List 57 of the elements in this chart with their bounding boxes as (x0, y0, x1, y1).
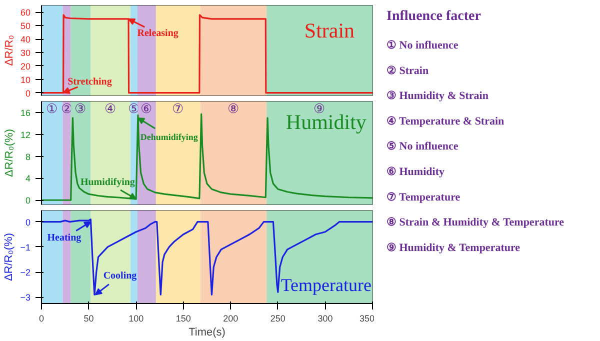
band-label: ⑥ (140, 101, 153, 116)
band-label: ④ (104, 101, 117, 116)
y-tick-label: 0 (25, 88, 31, 98)
y-tick-label: 4 (25, 174, 31, 184)
text: ③ Humidity & Strain (386, 90, 488, 102)
y-tick-label: 0 (25, 217, 31, 228)
x-tick-label: 250 (270, 314, 286, 324)
text: ② Strain (386, 64, 429, 77)
x-tick-label: 0 (38, 314, 44, 324)
band-label: ② (60, 101, 73, 116)
y-tick-label: 16 (20, 108, 31, 118)
y-tick-label: 12 (20, 130, 31, 140)
y-axis-title: ΔR/R₀(%) (3, 233, 16, 281)
y-axis-title: ΔR/R₀(%) (3, 129, 16, 177)
text: ⑦ Temperature (386, 191, 460, 204)
y-tick-label: 30 (20, 48, 31, 58)
text: Strain (304, 18, 356, 43)
x-tick-label: 50 (84, 314, 94, 324)
annotation: Humidifying (80, 177, 135, 188)
y-tick-label: 40 (20, 34, 31, 45)
text: Temperature (280, 274, 372, 295)
x-tick-label: 300 (318, 314, 333, 324)
annotation: Releasing (137, 28, 178, 40)
text: ④ Temperature & Strain (386, 115, 504, 128)
x-tick-label: 100 (128, 314, 144, 324)
y-tick-label: −2 (20, 268, 31, 278)
text: ⑨ Humidity & Temperature (386, 242, 520, 254)
x-tick-label: 350 (359, 314, 375, 324)
band-label: ③ (74, 101, 87, 116)
y-tick-label: 8 (25, 152, 31, 162)
band-label: ① (46, 101, 58, 116)
annotation: Cooling (103, 270, 137, 282)
x-tick-label: 150 (176, 314, 191, 324)
y-axis-title: ΔR/R₀ (3, 35, 16, 66)
y-tick-label: 0 (25, 196, 31, 206)
text: ① No influence (386, 40, 458, 52)
y-tick-label: 20 (20, 61, 31, 72)
y-tick-label: 50 (20, 21, 31, 32)
x-axis-title: Time(s) (188, 326, 226, 338)
text: ⑤ No influence (386, 140, 458, 153)
band-label: ⑤ (128, 101, 140, 116)
text: ⑧ Strain & Humidity & Temperature (386, 216, 564, 229)
band-label: ⑦ (172, 101, 184, 116)
x-tick-label: 200 (223, 314, 238, 324)
annotation: Stretching (68, 76, 112, 88)
line-series (42, 218, 372, 296)
text: ⑥ Humidity (386, 166, 445, 178)
band-label: ⑧ (227, 101, 240, 116)
annotation: Dehumidifying (140, 132, 198, 142)
y-tick-label: 10 (20, 74, 31, 85)
text: Influence facter (386, 9, 481, 24)
line-series (42, 14, 372, 94)
y-tick-label: 60 (20, 8, 31, 18)
y-tick-label: −1 (20, 242, 31, 252)
annotation: Heating (47, 232, 82, 244)
y-tick-label: −3 (20, 292, 31, 303)
line-series (42, 113, 372, 201)
